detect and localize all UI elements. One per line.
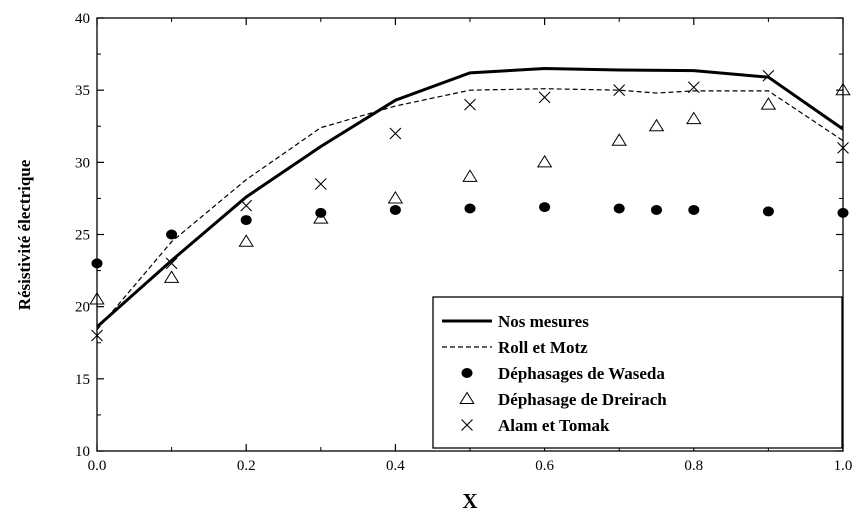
data-point-dephasages-de-waseda [240, 215, 252, 226]
data-point-dephasages-de-waseda [539, 202, 551, 213]
legend: Nos mesures Roll et Motz Déphasages de Was… [432, 296, 843, 449]
y-axis-title: Résistivité électrique [15, 159, 34, 310]
data-point-dephasages-de-waseda [613, 203, 625, 214]
data-point-dephasage-de-dreirach [387, 190, 404, 204]
data-point-alam-et-tomak [314, 178, 327, 190]
legend-label-alam-et-tomak: Alam et Tomak [498, 416, 610, 435]
legend-label-dephasage-de-dreirach: Déphasage de Dreirach [498, 390, 667, 409]
x-tick-label: 0.0 [88, 458, 107, 474]
y-tick-label: 25 [75, 228, 90, 244]
data-point-alam-et-tomak [538, 91, 551, 104]
legend-label-roll-et-motz: Roll et Motz [498, 338, 588, 357]
data-point-dephasage-de-dreirach [686, 111, 702, 125]
y-tick-label: 15 [75, 372, 90, 388]
data-point-dephasage-de-dreirach [462, 169, 478, 182]
data-point-dephasages-de-waseda [688, 204, 700, 215]
x-tick-label: 0.2 [237, 458, 256, 474]
legend-swatch-alam-et-tomak [461, 419, 473, 431]
markers-layer [89, 69, 851, 342]
data-point-dephasages-de-waseda [166, 229, 178, 240]
x-axis-title: X [462, 489, 477, 513]
lines-layer [97, 67, 843, 331]
data-point-dephasage-de-dreirach [238, 234, 254, 247]
y-tick-label: 10 [75, 444, 90, 460]
legend-box [432, 296, 843, 449]
legend-label-nos-mesures: Nos mesures [498, 312, 589, 331]
data-point-dephasages-de-waseda [389, 204, 401, 215]
y-tick-label: 20 [75, 300, 90, 316]
y-tick-label: 40 [75, 11, 90, 27]
series-line-nos-mesures [97, 67, 843, 328]
y-tick-label: 35 [75, 83, 90, 99]
data-point-dephasage-de-dreirach [760, 97, 777, 110]
y-tick-label: 30 [75, 155, 90, 171]
series-line-roll-et-motz [97, 88, 843, 331]
x-tick-label: 1.0 [834, 458, 853, 474]
data-point-dephasages-de-waseda [762, 206, 774, 217]
data-point-alam-et-tomak [464, 98, 476, 111]
x-tick-label: 0.4 [386, 458, 405, 474]
data-point-alam-et-tomak [613, 84, 626, 97]
x-tick-label: 0.8 [684, 458, 703, 474]
data-point-dephasages-de-waseda [464, 203, 476, 214]
data-point-alam-et-tomak [762, 69, 775, 82]
data-point-dephasage-de-dreirach [611, 133, 627, 146]
data-point-alam-et-tomak [687, 81, 700, 94]
data-point-dephasage-de-dreirach [163, 270, 180, 283]
data-point-alam-et-tomak [165, 257, 178, 270]
data-point-dephasage-de-dreirach [313, 211, 329, 224]
axis-tick-labels: 0.0 0.2 0.4 0.6 0.8 1.0 10 15 20 25 30 35 40 [75, 11, 852, 474]
data-point-dephasage-de-dreirach [648, 118, 665, 132]
legend-swatch-dephasages-de-waseda [461, 368, 473, 378]
x-tick-label: 0.6 [535, 458, 554, 474]
legend-swatch-dephasage-de-dreirach [459, 391, 475, 405]
data-point-alam-et-tomak [240, 199, 253, 212]
data-point-alam-et-tomak [389, 127, 402, 140]
data-point-dephasages-de-waseda [651, 204, 662, 215]
legend-label-dephasages-de-waseda: Déphasages de Waseda [498, 364, 665, 383]
data-point-dephasage-de-dreirach [536, 154, 553, 168]
